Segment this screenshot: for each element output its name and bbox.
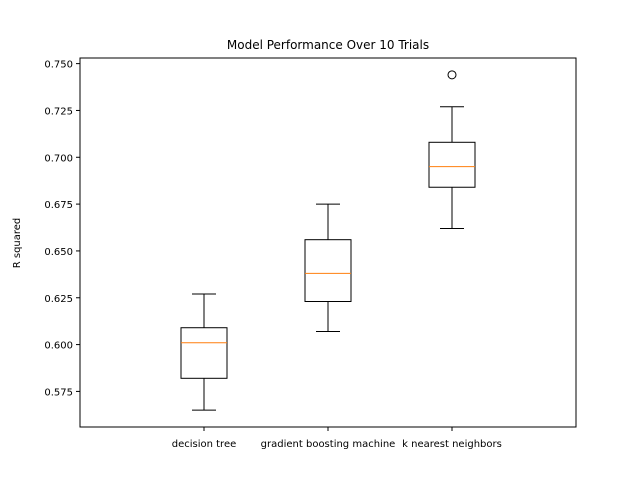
- y-tick-label: 0.725: [44, 106, 73, 117]
- x-tick-label: decision tree: [172, 439, 237, 450]
- y-axis-label: R squared: [12, 218, 23, 269]
- y-tick-label: 0.675: [44, 200, 73, 211]
- box-iqr: [304, 239, 352, 303]
- y-tick-label: 0.600: [44, 341, 73, 352]
- box-iqr: [180, 327, 228, 379]
- outlier-point: [447, 70, 457, 80]
- x-tick-label: gradient boosting machine: [261, 439, 396, 450]
- box-iqr: [428, 141, 476, 188]
- chart-title: Model Performance Over 10 Trials: [227, 38, 429, 52]
- y-tick-label: 0.575: [44, 387, 73, 398]
- y-tick-label: 0.650: [44, 247, 73, 258]
- plot-area: 0.575 0.600 0.625 0.650 0.675 0.700 0.725 0.750…: [44, 57, 577, 450]
- y-tick-label: 0.700: [44, 153, 73, 164]
- y-tick-label: 0.625: [44, 294, 73, 305]
- y-tick-label: 0.750: [44, 60, 73, 71]
- x-tick-label: k nearest neighbors: [402, 439, 502, 450]
